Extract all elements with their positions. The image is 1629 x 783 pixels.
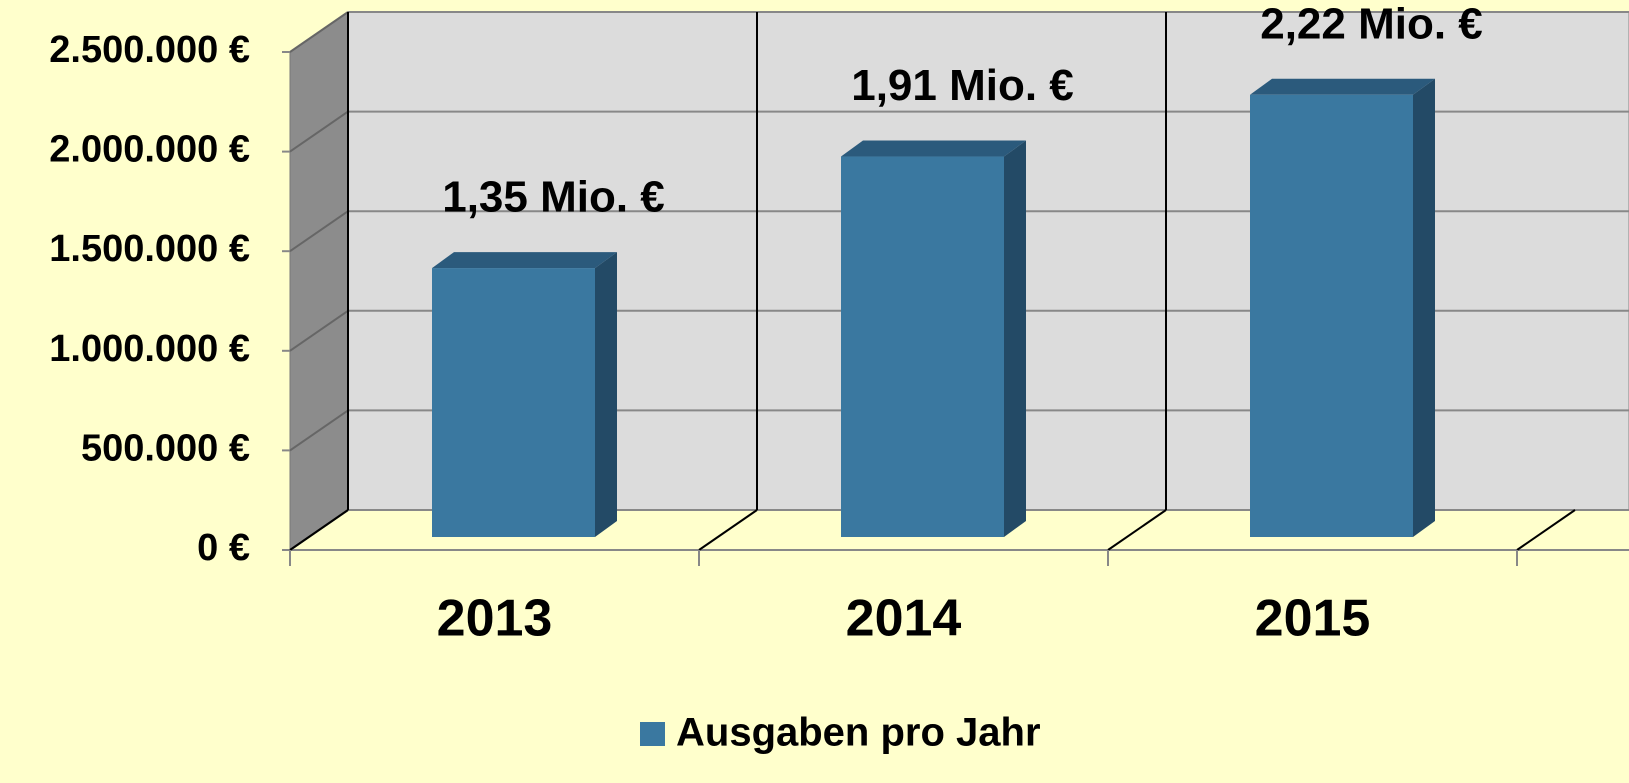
side-grid-line: [289, 309, 349, 352]
bar-side: [595, 252, 617, 537]
legend-label: Ausgaben pro Jahr: [676, 711, 1041, 755]
floor-line: [1107, 509, 1167, 551]
bar-top: [432, 252, 617, 269]
bar: [841, 156, 1004, 537]
y-tick-label: 0 €: [197, 527, 250, 569]
y-tick-label: 1.000.000 €: [49, 328, 250, 370]
bar-side: [1004, 140, 1026, 537]
y-tick-label: 1.500.000 €: [49, 228, 250, 270]
side-grid-line: [289, 409, 349, 452]
bar-top: [841, 140, 1026, 157]
side-wall: [289, 11, 349, 551]
x-tick-label: 2014: [846, 590, 962, 648]
bar: [1250, 94, 1413, 537]
legend-swatch: [640, 722, 665, 746]
y-tick-label: 2.500.000 €: [49, 29, 250, 71]
x-tick-label: 2015: [1255, 590, 1371, 648]
data-label: 1,91 Mio. €: [851, 61, 1074, 110]
side-grid-line: [289, 11, 349, 53]
floor-line: [289, 509, 349, 551]
x-tick-label: 2013: [437, 590, 553, 648]
data-label: 1,35 Mio. €: [442, 173, 665, 222]
side-grid-line: [289, 110, 349, 153]
floor-line: [1516, 509, 1576, 551]
bar-top: [1250, 78, 1435, 95]
floor-line: [698, 509, 758, 551]
bar-side: [1413, 78, 1435, 537]
bar: [432, 268, 595, 537]
data-label: 2,22 Mio. €: [1260, 0, 1483, 48]
y-tick-label: 500.000 €: [81, 427, 250, 469]
side-grid-line: [289, 210, 349, 253]
y-tick-label: 2.000.000 €: [49, 129, 250, 171]
